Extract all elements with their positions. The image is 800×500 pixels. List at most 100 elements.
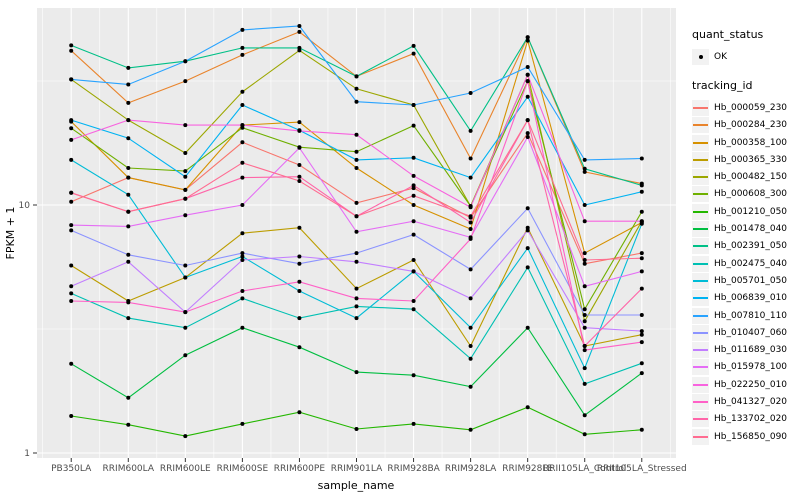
legend-key-box — [692, 307, 709, 324]
data-point — [582, 203, 587, 207]
data-point — [69, 157, 74, 162]
data-point — [354, 74, 359, 79]
legend-key-box — [692, 134, 709, 151]
data-point — [126, 192, 131, 197]
line-swatch-icon — [693, 193, 708, 196]
data-point — [126, 65, 131, 70]
data-point — [240, 258, 245, 262]
data-point — [354, 99, 359, 104]
legend-title-tracking-id: tracking_id — [692, 79, 753, 93]
data-point — [354, 214, 359, 219]
data-point — [525, 72, 530, 77]
legend-item-Hb_000358_100: Hb_000358_100 — [692, 134, 800, 151]
data-point — [639, 340, 644, 345]
data-point — [468, 205, 473, 210]
x-tick-label: RRIM600SE — [217, 464, 269, 474]
legend-key-box — [692, 48, 709, 65]
line-swatch-icon — [693, 435, 708, 438]
data-point — [69, 291, 74, 296]
legend-item-Hb_011689_030: Hb_011689_030 — [692, 341, 800, 359]
legend-key-box — [692, 411, 709, 428]
line-swatch-icon — [693, 106, 708, 109]
data-point — [126, 82, 131, 87]
legend-label: Hb_007810_110 — [714, 310, 788, 321]
data-point — [582, 219, 587, 224]
legend: quant_status OK tracking_id Hb_000059_23… — [692, 24, 800, 445]
data-point — [69, 199, 74, 204]
data-point — [354, 157, 359, 162]
legend-key-box — [692, 342, 709, 359]
x-tick-label: RRIM928LA — [445, 464, 497, 474]
data-point — [69, 43, 74, 48]
data-point — [411, 203, 416, 207]
legend-key-box — [692, 203, 709, 220]
line-swatch-icon — [693, 314, 708, 317]
data-point — [468, 384, 473, 389]
data-point — [240, 103, 245, 107]
data-point — [468, 220, 473, 225]
data-point — [639, 209, 644, 214]
data-point — [183, 353, 188, 358]
data-point — [582, 413, 587, 418]
legend-key-box — [692, 359, 709, 376]
data-point — [69, 299, 74, 303]
legend-key-box — [692, 393, 709, 410]
legend-label: Hb_133702_020 — [714, 414, 788, 425]
legend-label: Hb_000358_100 — [714, 137, 788, 148]
data-point — [297, 261, 302, 266]
data-point — [582, 284, 587, 289]
data-point — [468, 128, 473, 133]
data-point — [126, 166, 131, 170]
data-point — [411, 232, 416, 237]
legend-label: Hb_005701_050 — [714, 275, 788, 286]
data-point — [69, 118, 74, 123]
legend-label: Hb_011689_030 — [714, 345, 788, 356]
data-point — [525, 65, 530, 69]
data-point — [240, 140, 245, 145]
data-point — [126, 300, 131, 305]
legend-label: Hb_006839_010 — [714, 293, 788, 304]
data-point — [582, 348, 587, 353]
legend-key-box — [692, 255, 709, 272]
data-point — [411, 43, 416, 48]
x-tick-label: RRIM600PE — [274, 464, 326, 474]
x-tick-label: RRII105LA_Control — [543, 464, 626, 474]
data-point — [354, 251, 359, 256]
line-swatch-icon — [693, 418, 708, 421]
point-icon — [698, 54, 703, 59]
data-point — [240, 89, 245, 94]
data-point — [297, 24, 302, 28]
data-point — [240, 296, 245, 301]
legend-label: Hb_156850_090 — [714, 431, 788, 442]
data-point — [639, 183, 644, 188]
data-point — [525, 79, 530, 84]
data-point — [240, 45, 245, 50]
line-swatch-icon — [693, 124, 708, 127]
data-point — [411, 299, 416, 303]
data-point — [582, 366, 587, 371]
line-swatch-icon — [693, 228, 708, 231]
legend-tracking-id-items: Hb_000059_230 Hb_000284_230 Hb_000358_100 H… — [692, 99, 800, 445]
data-point — [411, 123, 416, 128]
data-point — [354, 286, 359, 291]
data-point — [183, 169, 188, 174]
x-tick-label: RRII105LA_Stressed — [597, 464, 687, 474]
legend-item-Hb_001210_050: Hb_001210_050 — [692, 203, 800, 220]
data-point — [411, 421, 416, 426]
line-swatch-icon — [693, 366, 708, 369]
data-point — [297, 145, 302, 150]
data-point — [240, 203, 245, 207]
data-point — [183, 325, 188, 330]
data-point — [639, 313, 644, 317]
legend-label: Hb_000482_150 — [714, 172, 788, 183]
data-point — [582, 344, 587, 348]
line-swatch-icon — [693, 262, 708, 265]
legend-label: Hb_001210_050 — [714, 206, 788, 217]
data-point — [639, 189, 644, 194]
legend-item-Hb_005701_050: Hb_005701_050 — [692, 272, 800, 289]
legend-label: Hb_000608_300 — [714, 189, 788, 200]
legend-item-Hb_156850_090: Hb_156850_090 — [692, 428, 800, 445]
data-point — [69, 223, 74, 228]
data-point — [297, 29, 302, 34]
